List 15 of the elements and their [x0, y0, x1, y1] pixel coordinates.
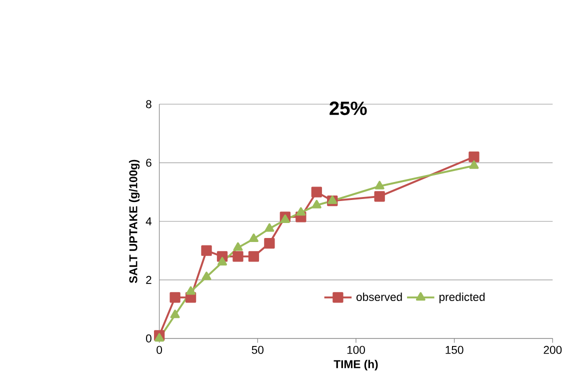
- y-tick-label: 0: [146, 334, 152, 342]
- y-tick-label: 4: [146, 217, 152, 226]
- x-tick-label: 0: [156, 346, 162, 354]
- legend-label: predicted: [439, 292, 485, 304]
- y-tick-label: 6: [146, 158, 152, 167]
- x-tick-label: 100: [347, 346, 365, 354]
- y-tick-label: 8: [146, 100, 152, 108]
- x-tick-label: 50: [252, 346, 264, 354]
- y-axis-title: SALT UPTAKE (g/100g): [128, 160, 140, 283]
- chart-title: 25%: [330, 101, 367, 115]
- y-tick-label: 2: [146, 276, 152, 284]
- x-axis-title: TIME (h): [334, 360, 378, 370]
- x-tick-label: 200: [544, 346, 562, 354]
- legend-label: observed: [356, 292, 402, 301]
- x-tick-label: 150: [446, 346, 464, 354]
